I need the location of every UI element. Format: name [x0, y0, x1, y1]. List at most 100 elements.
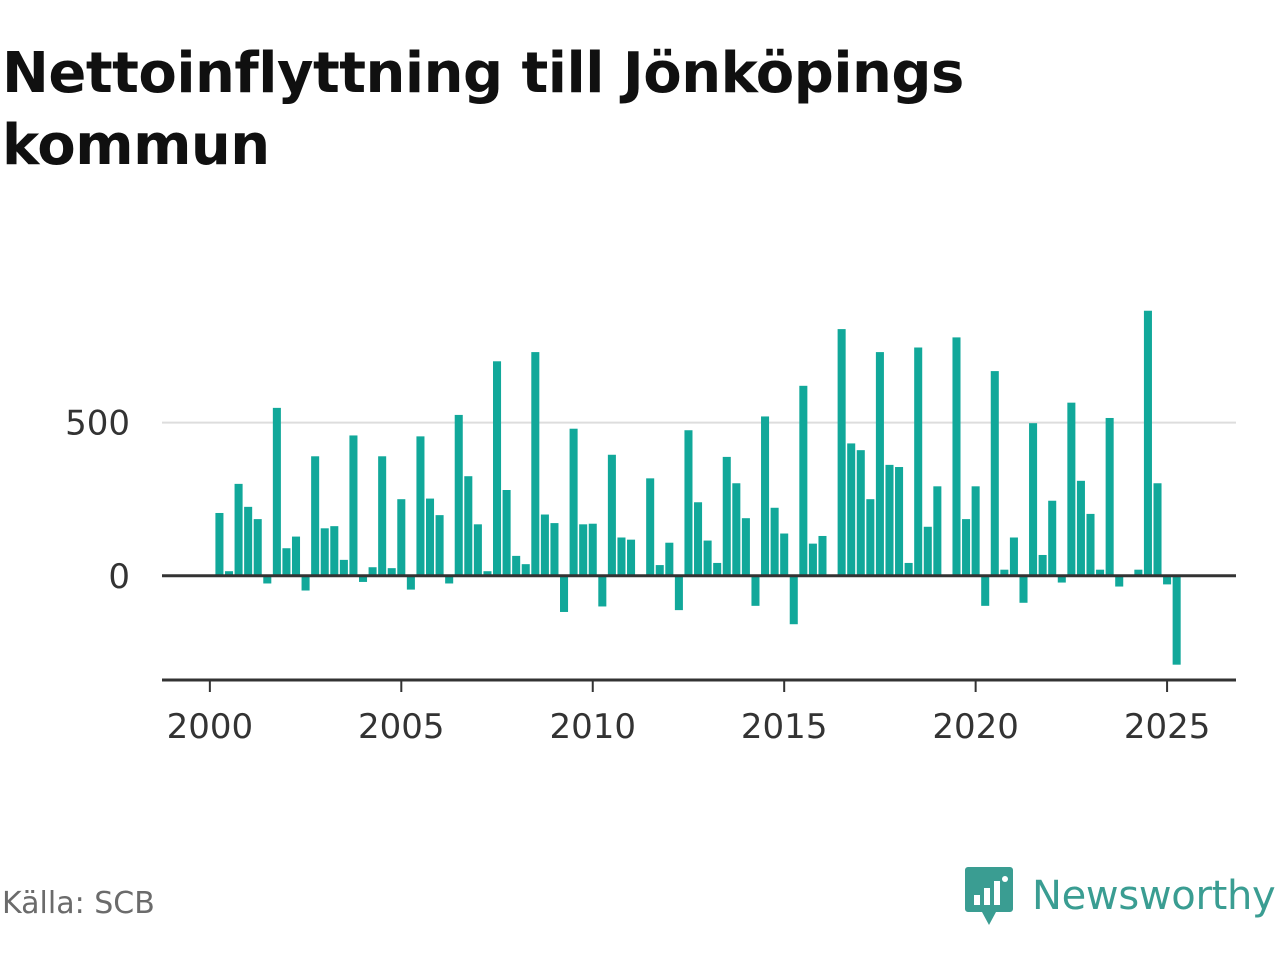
newsworthy-logo-icon — [965, 867, 1013, 925]
bar-73 — [914, 347, 923, 576]
bar-54 — [732, 483, 741, 576]
bar-99 — [1163, 575, 1172, 585]
bar-89 — [1067, 402, 1076, 576]
x-tick-label-2015: 2015 — [741, 707, 828, 747]
bar-84 — [1019, 575, 1028, 603]
bar-27 — [473, 524, 482, 576]
source-credit: Källa: SCB — [2, 886, 155, 921]
bar-14 — [349, 435, 358, 576]
bar-33 — [531, 352, 540, 576]
bar-61 — [799, 385, 808, 576]
bar-85 — [1029, 423, 1038, 576]
bar-71 — [895, 467, 904, 576]
bar-47 — [665, 542, 674, 576]
bar-1 — [224, 571, 234, 576]
bar-92 — [1096, 569, 1105, 576]
bar-21 — [416, 436, 425, 576]
bar-57 — [761, 416, 770, 576]
bar-30 — [502, 490, 511, 576]
y-tick-label-0: 0 — [108, 557, 130, 597]
bar-88 — [1057, 575, 1066, 583]
bar-15 — [359, 575, 368, 582]
bar-66 — [847, 443, 856, 576]
bar-29 — [493, 361, 502, 576]
bar-87 — [1048, 500, 1057, 576]
bar-45 — [646, 478, 655, 576]
bar-98 — [1153, 483, 1162, 576]
bar-25 — [454, 414, 463, 576]
bar-38 — [579, 524, 588, 576]
bar-6 — [272, 407, 281, 576]
bar-79 — [971, 486, 980, 576]
bar-58 — [770, 507, 779, 576]
brand-logo: Newsworthy — [964, 864, 1276, 928]
bar-96 — [1134, 569, 1143, 576]
bar-26 — [464, 476, 473, 576]
bar-31 — [512, 555, 521, 576]
bar-13 — [339, 559, 348, 576]
bar-9 — [301, 575, 310, 591]
bar-42 — [617, 537, 626, 576]
bar-chart: 0 500 2000 2005 2010 2015 2020 2025 — [65, 310, 1236, 747]
bar-0 — [215, 512, 224, 576]
bar-86 — [1038, 554, 1047, 576]
bar-17 — [378, 456, 387, 576]
bar-20 — [406, 575, 415, 590]
bar-56 — [751, 575, 760, 606]
x-tick-label-2020: 2020 — [932, 707, 1019, 747]
bar-78 — [962, 519, 971, 576]
bar-22 — [426, 498, 435, 576]
bar-50 — [694, 502, 703, 576]
bar-69 — [875, 352, 884, 576]
bar-93 — [1105, 417, 1114, 576]
bar-18 — [387, 568, 396, 576]
bar-36 — [560, 575, 569, 612]
y-tick-label-500: 500 — [65, 404, 130, 444]
bar-62 — [808, 543, 817, 576]
bar-75 — [933, 486, 942, 576]
bar-37 — [569, 428, 578, 576]
bar-39 — [588, 523, 597, 576]
bar-83 — [1009, 537, 1018, 576]
bar-51 — [703, 540, 712, 576]
bar-82 — [1000, 569, 1009, 576]
bar-70 — [885, 464, 894, 576]
bar-5 — [263, 575, 272, 584]
bar-11 — [320, 528, 329, 576]
bar-81 — [990, 371, 999, 576]
chart-title: Nettoinflyttning till Jönköpings kommun — [2, 41, 964, 178]
bar-90 — [1076, 480, 1085, 576]
bar-68 — [866, 499, 875, 576]
bar-4 — [253, 519, 262, 576]
bar-97 — [1143, 310, 1152, 576]
bar-46 — [655, 565, 664, 576]
bar-43 — [627, 539, 636, 576]
bar-23 — [435, 515, 444, 576]
bar-34 — [540, 514, 549, 576]
bar-94 — [1115, 575, 1124, 587]
bar-32 — [521, 564, 530, 576]
bar-28 — [483, 571, 492, 576]
bar-19 — [397, 499, 406, 576]
bar-59 — [780, 533, 789, 576]
x-tick-label-2005: 2005 — [358, 707, 445, 747]
bar-91 — [1086, 513, 1095, 576]
bar-10 — [311, 456, 320, 576]
bar-12 — [330, 526, 339, 576]
bar-77 — [952, 337, 961, 576]
bar-24 — [445, 575, 454, 584]
bar-48 — [674, 575, 683, 611]
bar-49 — [684, 430, 693, 576]
bar-55 — [741, 518, 750, 576]
x-tick-label-2000: 2000 — [167, 707, 254, 747]
bar-74 — [923, 526, 932, 576]
bar-63 — [818, 535, 827, 576]
bar-40 — [598, 575, 607, 607]
bar-53 — [722, 456, 731, 576]
bar-7 — [282, 548, 291, 576]
bar-35 — [550, 523, 559, 576]
bar-67 — [856, 450, 865, 576]
bar-100 — [1172, 575, 1181, 665]
bar-65 — [837, 329, 846, 576]
bar-2 — [234, 483, 243, 576]
